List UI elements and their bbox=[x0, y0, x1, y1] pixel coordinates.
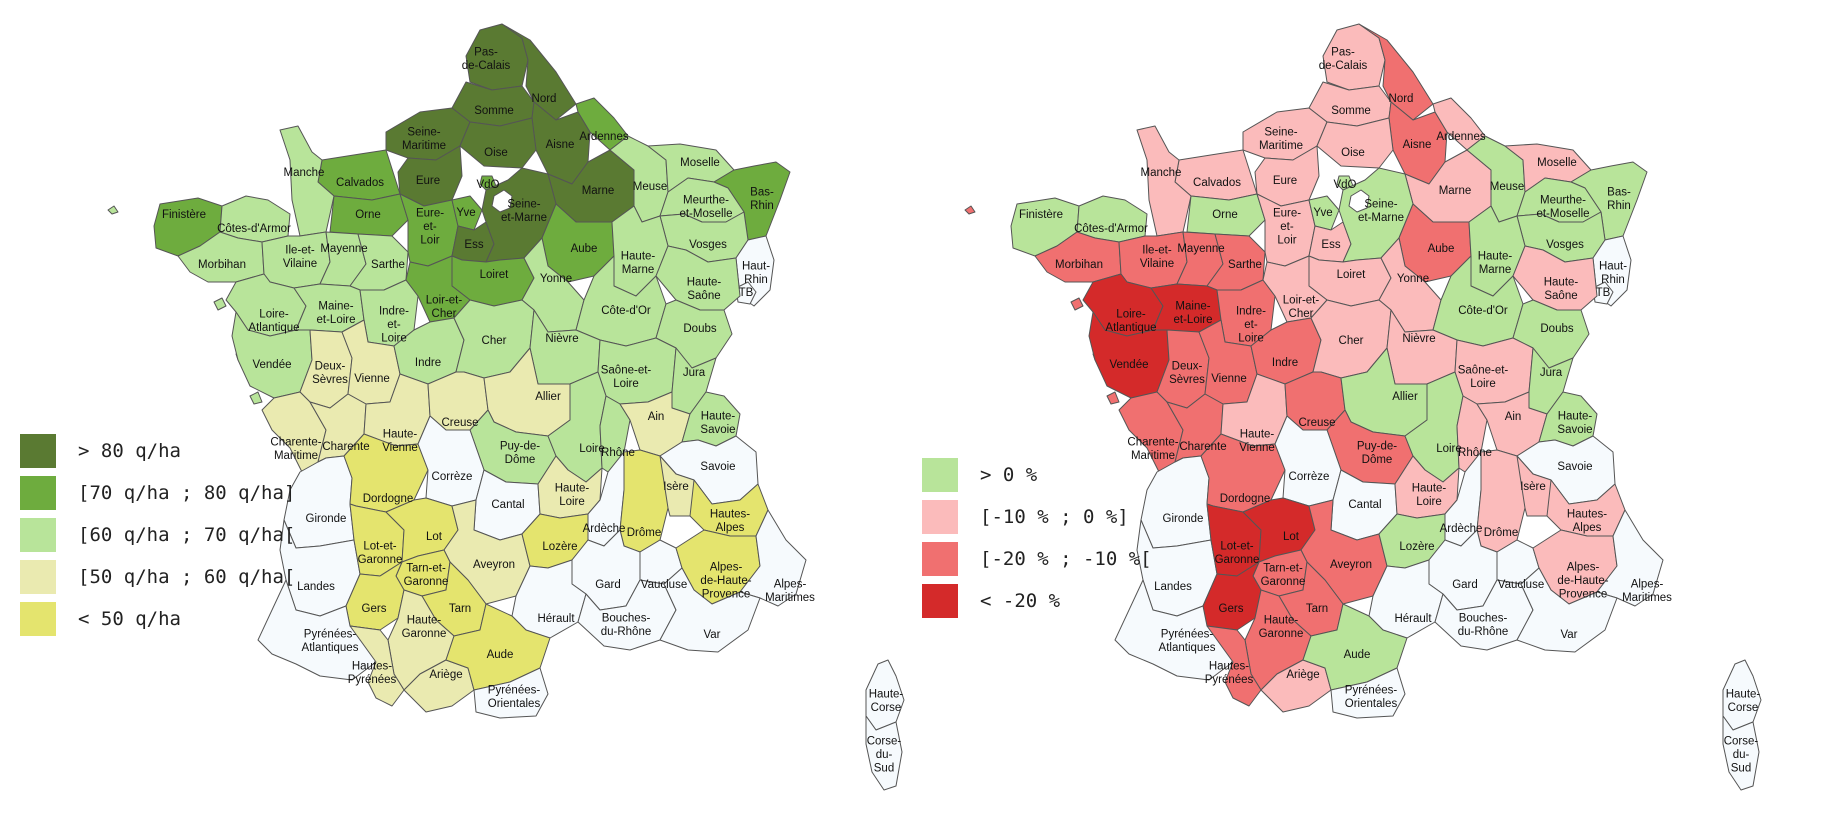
department-hpyr bbox=[1206, 625, 1262, 707]
paris-area bbox=[491, 189, 513, 213]
department-aude bbox=[1302, 603, 1408, 691]
legend-item: < -20 % bbox=[922, 580, 1152, 622]
department-eureloir bbox=[399, 193, 459, 267]
legend-label: [50 q/ha ; 60 q/ha[ bbox=[78, 566, 296, 588]
legend-item: < 50 q/ha bbox=[20, 598, 295, 640]
island-shape bbox=[964, 205, 976, 215]
legend-item: > 0 % bbox=[922, 454, 1152, 496]
department-tb bbox=[735, 281, 757, 305]
department-ille bbox=[1118, 231, 1188, 289]
legend-label: < -20 % bbox=[980, 590, 1061, 612]
department-hcorse bbox=[865, 659, 905, 731]
island-shape bbox=[1070, 297, 1084, 311]
legend-swatch bbox=[922, 542, 958, 576]
department-hsaone bbox=[1512, 245, 1598, 311]
department-yve bbox=[1308, 195, 1340, 231]
legend-swatch bbox=[20, 476, 56, 510]
department-orne bbox=[1186, 193, 1266, 237]
island-shape bbox=[107, 205, 119, 215]
legend-swatch bbox=[20, 434, 56, 468]
department-ille bbox=[261, 231, 331, 289]
legend-label: [-10 % ; 0 %] bbox=[980, 506, 1129, 528]
change-legend: > 0 % [-10 % ; 0 %] [-20 % ; -10 %[ < -2… bbox=[922, 454, 1152, 622]
legend-item: [60 q/ha ; 70 q/ha[ bbox=[20, 514, 295, 556]
legend-label: > 0 % bbox=[980, 464, 1038, 486]
island-shape bbox=[1106, 391, 1120, 405]
department-hmarne bbox=[1468, 205, 1526, 297]
department-yve bbox=[451, 195, 483, 231]
department-amar bbox=[739, 509, 807, 607]
legend-swatch bbox=[20, 602, 56, 636]
department-hcorse bbox=[1722, 659, 1762, 731]
department-aude bbox=[445, 603, 551, 691]
department-hpyr bbox=[349, 625, 405, 707]
department-orne bbox=[329, 193, 409, 237]
legend-label: [-20 % ; -10 %[ bbox=[980, 548, 1152, 570]
department-lec bbox=[405, 255, 471, 323]
yield-map: Pas-de-CalaisNordSommeAisneArdennesSeine… bbox=[107, 23, 905, 791]
department-pyror bbox=[473, 667, 549, 719]
legend-item: [50 q/ha ; 60 q/ha[ bbox=[20, 556, 295, 598]
legend-label: [70 q/ha ; 80 q/ha] bbox=[78, 482, 296, 504]
department-var bbox=[1516, 567, 1618, 653]
department-sel bbox=[597, 337, 677, 405]
legend-label: > 80 q/ha bbox=[78, 440, 181, 462]
legend-swatch bbox=[922, 458, 958, 492]
department-tb bbox=[1592, 281, 1614, 305]
department-csud bbox=[865, 715, 903, 791]
department-hsaone bbox=[655, 245, 741, 311]
legend-swatch bbox=[20, 560, 56, 594]
legend-label: [60 q/ha ; 70 q/ha[ bbox=[78, 524, 296, 546]
paris-area bbox=[1348, 189, 1370, 213]
change-map: Pas-de-CalaisNordSommeAisneArdennesSeine… bbox=[964, 23, 1762, 791]
legend-label: < 50 q/ha bbox=[78, 608, 181, 630]
yield-legend: > 80 q/ha [70 q/ha ; 80 q/ha] [60 q/ha ;… bbox=[20, 430, 295, 640]
department-amar bbox=[1596, 509, 1664, 607]
island-shape bbox=[249, 391, 263, 405]
legend-swatch bbox=[20, 518, 56, 552]
legend-item: > 80 q/ha bbox=[20, 430, 295, 472]
legend-item: [-10 % ; 0 %] bbox=[922, 496, 1152, 538]
department-pyror bbox=[1330, 667, 1406, 719]
department-oise bbox=[1316, 117, 1394, 169]
department-oise bbox=[459, 117, 537, 169]
department-var bbox=[659, 567, 761, 653]
department-sel bbox=[1454, 337, 1534, 405]
department-eureloir bbox=[1256, 193, 1316, 267]
island-shape bbox=[213, 297, 227, 311]
legend-swatch bbox=[922, 584, 958, 618]
legend-item: [-20 % ; -10 %[ bbox=[922, 538, 1152, 580]
department-csud bbox=[1722, 715, 1760, 791]
department-hmarne bbox=[611, 205, 669, 297]
department-lec bbox=[1262, 255, 1328, 323]
legend-item: [70 q/ha ; 80 q/ha] bbox=[20, 472, 295, 514]
legend-swatch bbox=[922, 500, 958, 534]
